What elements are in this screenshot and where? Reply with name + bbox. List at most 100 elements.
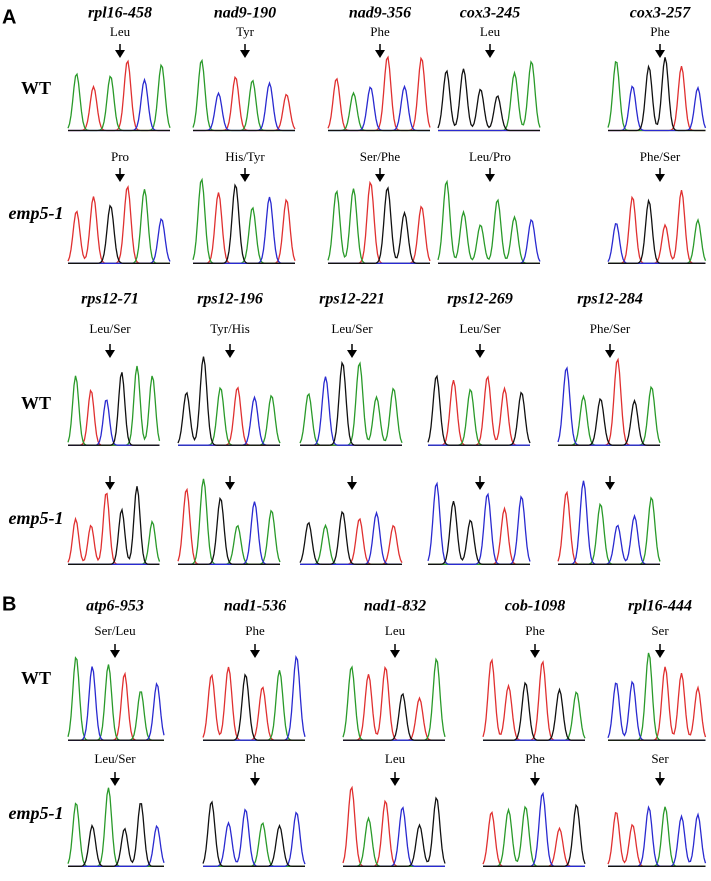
trace-line	[482, 658, 585, 741]
trace-line	[557, 366, 660, 446]
chromatogram	[299, 360, 403, 446]
chromatogram	[327, 55, 431, 132]
arrow-head	[225, 350, 235, 358]
arrow-head	[655, 50, 665, 58]
trace-line	[427, 481, 531, 565]
arrow-head	[605, 350, 615, 358]
chromatogram	[67, 656, 165, 741]
residue-label: Phe	[245, 751, 265, 766]
chromatogram	[299, 510, 403, 565]
chromatogram	[177, 478, 281, 565]
arrow-head	[240, 174, 250, 182]
chromatogram	[607, 189, 707, 264]
arrow-head	[530, 650, 540, 658]
trace-line	[68, 372, 160, 446]
trace-line	[68, 824, 165, 867]
trace-line	[177, 356, 280, 446]
chromatogram	[607, 805, 707, 867]
row-label: WT	[21, 668, 51, 688]
gene-label: rps12-196	[197, 291, 263, 308]
trace-line	[558, 480, 660, 565]
residue-label: Leu/Ser	[331, 321, 373, 336]
chromatogram	[67, 486, 161, 565]
chromatogram	[192, 177, 296, 264]
arrow-head	[115, 174, 125, 182]
chromatogram	[202, 800, 306, 867]
trace-line	[438, 218, 541, 264]
gene-label: rps12-269	[447, 291, 513, 308]
residue-label: Ser	[651, 623, 669, 638]
trace-line	[343, 692, 445, 741]
chromatogram	[67, 365, 161, 446]
residue-label: Leu/Ser	[89, 321, 131, 336]
chromatogram	[202, 655, 306, 741]
gene-label: rpl16-444	[628, 598, 692, 615]
gene-label: rps12-221	[319, 291, 385, 308]
trace-line	[483, 681, 585, 741]
trace-line	[193, 183, 295, 264]
arrow-head	[347, 482, 357, 490]
trace-line	[178, 496, 280, 565]
arrow-head	[375, 174, 385, 182]
row-label: WT	[21, 78, 51, 98]
trace-line	[68, 803, 164, 867]
trace-line	[67, 63, 171, 132]
chromatogram	[607, 57, 707, 132]
trace-line	[608, 198, 706, 264]
gene-label: rpl16-458	[88, 5, 152, 22]
panel-label: A	[2, 6, 16, 28]
trace-line	[607, 60, 706, 132]
arrow-head	[390, 650, 400, 658]
chromatogram	[607, 652, 707, 741]
trace-line	[300, 360, 402, 446]
residue-label: Tyr	[236, 24, 255, 39]
row-label: WT	[21, 393, 51, 413]
arrow-head	[225, 482, 235, 490]
trace-line	[67, 787, 164, 867]
chromatogram	[342, 657, 446, 741]
arrow-head	[655, 174, 665, 182]
arrow-head	[655, 650, 665, 658]
trace-line	[342, 657, 446, 741]
chromatogram	[177, 356, 281, 446]
chromatogram	[557, 480, 661, 565]
arrow-head	[110, 650, 120, 658]
trace-line	[328, 186, 430, 264]
arrow-head	[475, 350, 485, 358]
residue-label: His/Tyr	[225, 149, 265, 164]
trace-line	[327, 55, 431, 132]
arrow-head	[240, 50, 250, 58]
residue-label: Phe/Ser	[640, 149, 681, 164]
residue-label: Ser/Leu	[94, 623, 136, 638]
trace-line	[608, 57, 706, 132]
chromatogram	[342, 785, 446, 867]
row-label: emp5-1	[9, 803, 64, 823]
residue-label: Leu/Ser	[94, 751, 136, 766]
trace-line	[67, 365, 161, 446]
gene-label: nad1-832	[364, 598, 426, 615]
trace-line	[67, 656, 164, 741]
chromatogram	[67, 185, 171, 264]
trace-line	[428, 500, 530, 565]
chromatogram	[67, 59, 171, 132]
trace-line	[68, 204, 170, 264]
trace-line	[177, 487, 280, 565]
chromatogram	[427, 481, 531, 565]
arrow-head	[105, 350, 115, 358]
trace-line	[192, 58, 295, 132]
arrow-head	[375, 50, 385, 58]
arrow-head	[485, 50, 495, 58]
trace-line	[202, 800, 305, 867]
residue-label: Pro	[111, 149, 129, 164]
panel-label: B	[2, 593, 16, 615]
residue-label: Phe	[370, 24, 390, 39]
residue-label: Ser	[651, 751, 669, 766]
trace-line	[437, 68, 540, 132]
residue-label: Phe	[245, 623, 265, 638]
row-label: emp5-1	[9, 508, 64, 528]
gene-label: cox3-257	[630, 5, 691, 22]
row-label: emp5-1	[9, 203, 64, 223]
chromatogram	[437, 60, 541, 132]
gene-label: nad9-190	[214, 5, 276, 22]
